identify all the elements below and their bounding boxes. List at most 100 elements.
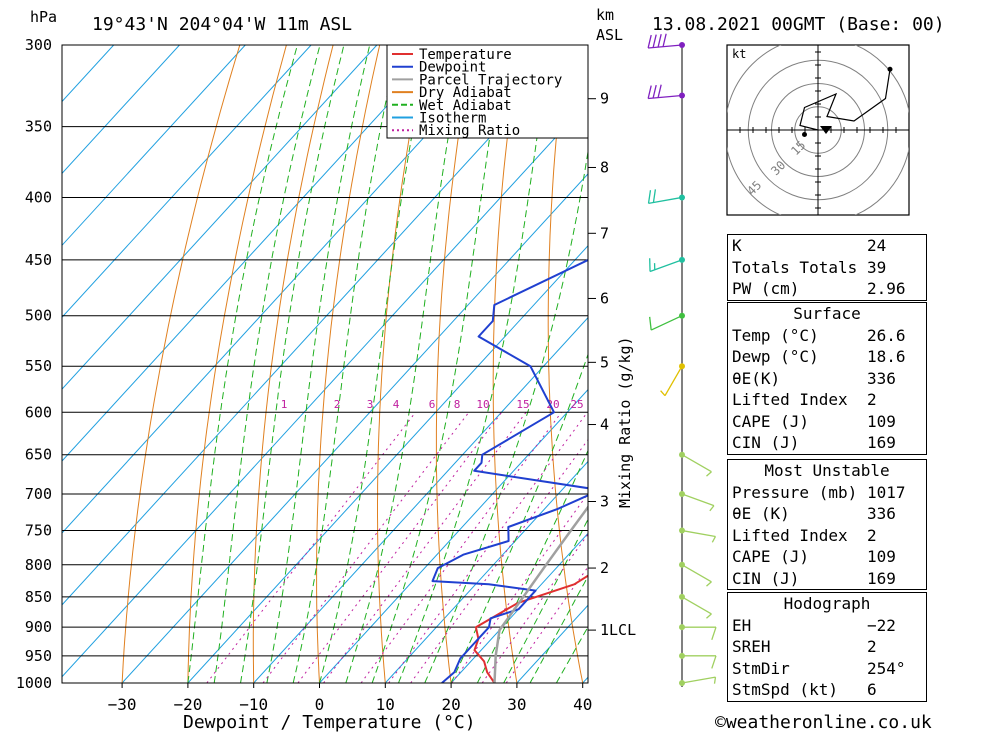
isotherm-line (188, 45, 772, 683)
mixing-ratio-label: 4 (393, 398, 400, 411)
mixing-ratio-axis-label: Mixing Ratio (g/kg) (616, 336, 634, 508)
row-label: PW (cm) (732, 278, 799, 300)
row-value: 254° (867, 658, 922, 680)
km-unit: km (596, 6, 614, 24)
wind-barb (648, 34, 685, 48)
table-row: CIN (J)169 (728, 568, 926, 590)
isotherm-line (0, 45, 574, 683)
height-tick-label: 2 (600, 559, 609, 577)
row-label: CAPE (J) (732, 411, 809, 433)
hodograph-top-point (888, 67, 893, 72)
storm-motion-point (802, 132, 807, 137)
location-title: 19°43'N 204°04'W 11m ASL (92, 14, 352, 35)
table-row: Lifted Index 2 (728, 525, 926, 547)
isotherm-line (0, 45, 443, 683)
row-value: 24 (867, 235, 922, 257)
pressure-tick-label: 550 (25, 357, 52, 375)
height-tick-label: 4 (600, 416, 609, 434)
mixing-ratio-label: 8 (454, 398, 461, 411)
pressure-tick-label: 800 (25, 556, 52, 574)
mixing-ratio-line (506, 412, 698, 683)
mixing-ratio-line (298, 412, 502, 683)
row-label: CIN (J) (732, 432, 799, 454)
row-value: 18.6 (867, 346, 922, 368)
mixing-ratio-label: 1 (281, 398, 288, 411)
row-value: 2.96 (867, 278, 922, 300)
dry-adiabat-line (986, 45, 1000, 683)
hodograph-title: Hodograph (728, 593, 926, 615)
table-row: CAPE (J) 109 (728, 546, 926, 568)
wind-barb (648, 85, 685, 99)
row-label: K (732, 235, 742, 257)
height-tick-label: 6 (600, 289, 609, 307)
wind-barb (679, 677, 715, 686)
row-label: θE (K) (732, 503, 790, 525)
row-label: CIN (J) (732, 568, 799, 590)
pressure-tick-label: 700 (25, 485, 52, 503)
wind-barb (679, 624, 716, 640)
wind-barb (679, 594, 711, 618)
wind-barb (649, 189, 685, 203)
asl-unit: ASL (596, 26, 623, 44)
surface-title: Surface (728, 303, 926, 325)
pressure-tick-label: 650 (25, 446, 52, 464)
dry-adiabat-line (939, 45, 1000, 683)
dry-adiabat-line (378, 45, 427, 683)
height-tick-label: 5 (600, 353, 609, 371)
row-label: Lifted Index (732, 525, 848, 547)
row-value: 2 (867, 525, 922, 547)
height-tick-label: 8 (600, 158, 609, 176)
table-row: θE (K) 336 (728, 503, 926, 525)
table-row: Dewp (°C) 18.6 (728, 346, 926, 368)
table-row: SREH 2 (728, 636, 926, 658)
wind-barb (679, 562, 711, 586)
row-value: 2 (867, 636, 922, 658)
row-label: Totals Totals (732, 257, 857, 279)
wet-adiabat-line (214, 45, 320, 683)
row-label: Dewp (°C) (732, 346, 819, 368)
pressure-unit: hPa (30, 8, 57, 26)
pressure-tick-label: 1000 (16, 674, 52, 692)
wind-barbs (648, 34, 716, 687)
row-value: 1017 (867, 482, 922, 504)
row-label: SREH (732, 636, 771, 658)
row-label: Pressure (mb) (732, 482, 857, 504)
wind-barb (661, 363, 685, 395)
wind-barb (679, 653, 716, 669)
height-tick-label: 7 (600, 224, 609, 242)
mixing-ratio-label: 3 (367, 398, 374, 411)
wet-adiabat-line (241, 45, 344, 683)
table-row: K 24 (728, 235, 926, 257)
row-value: 336 (867, 503, 922, 525)
copyright[interactable]: ©weatheronline.co.uk (715, 712, 932, 733)
dry-adiabat-line (253, 45, 333, 683)
x-axis-label: Dewpoint / Temperature (°C) (183, 712, 476, 733)
height-tick-label: 1LCL (600, 621, 636, 639)
x-tick-label: −30 (108, 695, 137, 714)
row-value: 109 (867, 546, 922, 568)
dry-adiabat-line (436, 45, 473, 683)
table-row: Temp (°C)26.6 (728, 325, 926, 347)
isotherm-line (56, 45, 640, 683)
row-label: StmSpd (kt) (732, 679, 838, 701)
table-row: EH −22 (728, 615, 926, 637)
x-tick-label: 40 (573, 695, 592, 714)
row-label: θE(K) (732, 368, 780, 390)
row-label: CAPE (J) (732, 546, 809, 568)
legend-label: Mixing Ratio (419, 123, 520, 139)
row-label: EH (732, 615, 751, 637)
mixing-ratio-line (263, 412, 469, 683)
row-value: −22 (867, 615, 922, 637)
pressure-tick-label: 400 (25, 188, 52, 206)
